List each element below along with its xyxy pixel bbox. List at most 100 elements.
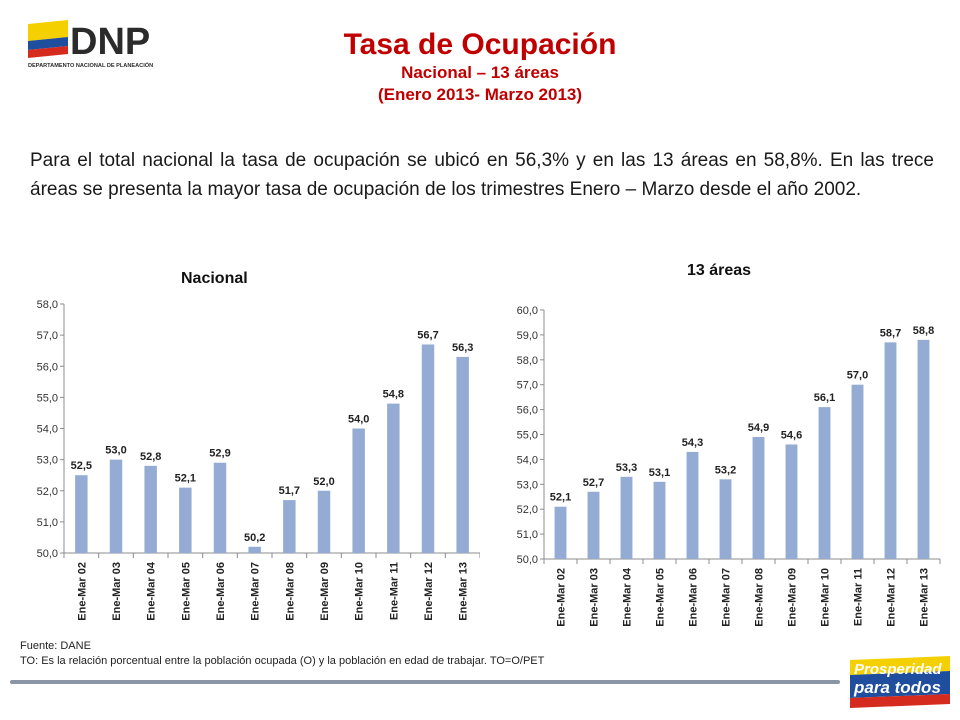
data-label: 54,3 (682, 437, 703, 449)
chart-13-areas: 50,0 51,0 52,0 53,0 54,0 55,0 56,0 57,0 58,0 59,0… (517, 305, 941, 627)
x-tick-label: Ene-Mar 04 (622, 567, 634, 627)
summary-paragraph: Para el total nacional la tasa de ocupac… (30, 150, 934, 200)
data-label: 57,0 (847, 370, 868, 382)
x-tick-label: Ene-Mar 04 (146, 561, 158, 621)
logo-text: DNP (70, 21, 150, 63)
x-tick-label: Ene-Mar 02 (76, 562, 88, 621)
x-tick-label: Ene-Mar 07 (250, 562, 262, 621)
bar (179, 487, 192, 553)
y-tick-label: 57,0 (517, 380, 538, 392)
x-tick-label: Ene-Mar 09 (319, 562, 331, 621)
y-tick-label: 50,0 (517, 554, 538, 566)
x-tick-label: Ene-Mar 03 (589, 568, 601, 627)
chart-title-13-areas: 13 áreas (687, 262, 752, 279)
x-tick-label: Ene-Mar 06 (688, 568, 700, 627)
y-tick-label: 50,0 (37, 548, 58, 560)
y-tick-label: 52,0 (517, 504, 538, 516)
x-tick-label: Ene-Mar 07 (721, 568, 733, 627)
x-tick-label: Ene-Mar 13 (458, 562, 470, 621)
bar (917, 339, 930, 559)
footer-divider (10, 680, 840, 684)
x-tick-label: Ene-Mar 08 (754, 568, 766, 627)
y-tick-label: 55,0 (37, 392, 58, 404)
data-label: 58,7 (880, 327, 901, 339)
data-label: 52,9 (209, 448, 230, 460)
y-tick-label: 52,0 (37, 486, 58, 498)
bar (884, 342, 897, 559)
y-tick-label: 54,0 (37, 424, 58, 436)
logo-subtext: DEPARTAMENTO NACIONAL DE PLANEACIÓN (28, 61, 153, 69)
data-label: 54,0 (348, 414, 369, 426)
data-label: 56,1 (814, 392, 835, 404)
data-label: 56,3 (452, 342, 473, 354)
bar (620, 476, 633, 559)
x-tick-label: Ene-Mar 08 (284, 562, 296, 621)
data-label: 53,3 (616, 462, 637, 474)
bar (752, 436, 765, 559)
slogan-red-band (850, 694, 950, 708)
bar (456, 356, 469, 553)
data-label: 52,0 (313, 476, 334, 488)
slogan-line-2: para todos (853, 678, 941, 697)
slogan-line-1: Prosperidad (854, 661, 942, 678)
x-tick-label: Ene-Mar 12 (423, 562, 435, 621)
x-tick-label: Ene-Mar 09 (787, 568, 799, 627)
flag-blue-stripe (28, 37, 68, 50)
bar (317, 490, 331, 553)
y-tick-label: 56,0 (517, 405, 538, 417)
data-label: 52,1 (550, 492, 571, 504)
page-period: (Enero 2013- Marzo 2013) (377, 85, 583, 104)
chart-title-nacional: Nacional (181, 270, 248, 287)
bar (719, 479, 732, 559)
data-label: 52,7 (583, 477, 604, 489)
bar (283, 500, 296, 553)
bar (109, 459, 123, 553)
bar (421, 344, 435, 553)
bar (785, 444, 798, 559)
data-label: 52,1 (175, 473, 196, 485)
bar (213, 462, 227, 553)
x-tick-label: Ene-Mar 10 (820, 568, 832, 627)
data-label: 54,8 (383, 389, 404, 401)
flag-red-stripe (28, 46, 68, 58)
data-label: 52,8 (140, 451, 161, 463)
footer-definition: TO: Es la relación porcentual entre la p… (20, 655, 545, 667)
data-label: 53,2 (715, 464, 736, 476)
y-tick-label: 53,0 (37, 455, 58, 467)
x-tick-label: Ene-Mar 11 (388, 562, 400, 620)
dnp-logo: DNP DEPARTAMENTO NACIONAL DE PLANEACIÓN (28, 20, 153, 69)
bar (851, 384, 864, 559)
bar (653, 481, 666, 559)
data-label: 52,5 (71, 460, 92, 472)
y-tick-label: 57,0 (37, 330, 58, 342)
bar (144, 465, 157, 553)
chart-nacional: 50,0 51,0 52,0 53,0 54,0 55,0 56,0 57,0 58,0 52,5… (37, 299, 480, 621)
y-tick-label: 53,0 (517, 479, 538, 491)
x-tick-label: Ene-Mar 05 (655, 568, 667, 627)
y-tick-label: 56,0 (37, 361, 58, 373)
x-tick-label: Ene-Mar 02 (556, 568, 568, 627)
x-tick-label: Ene-Mar 06 (215, 562, 227, 621)
x-tick-label: Ene-Mar 12 (886, 568, 898, 627)
page-subtitle: Nacional – 13 áreas (401, 63, 559, 82)
bar (587, 491, 600, 559)
y-tick-label: 58,0 (517, 355, 538, 367)
bar (387, 403, 400, 553)
data-label: 56,7 (417, 329, 438, 341)
bar (686, 451, 699, 559)
footer-source: Fuente: DANE (20, 640, 91, 652)
data-label: 54,9 (748, 422, 769, 434)
bar (248, 546, 261, 553)
data-label: 51,7 (279, 485, 300, 497)
y-tick-label: 51,0 (517, 529, 538, 541)
x-tick-label: Ene-Mar 10 (354, 562, 366, 621)
y-tick-label: 59,0 (517, 330, 538, 342)
y-tick-label: 51,0 (37, 517, 58, 529)
flag-yellow-stripe (28, 20, 68, 41)
x-tick-label: Ene-Mar 13 (919, 568, 931, 627)
x-tick-label: Ene-Mar 11 (853, 568, 865, 626)
header: Tasa de Ocupación Nacional – 13 áreas (E… (200, 28, 760, 106)
data-label: 58,8 (913, 325, 934, 337)
prosperidad-logo: Prosperidad para todos (850, 656, 950, 708)
data-label: 50,2 (244, 532, 265, 544)
